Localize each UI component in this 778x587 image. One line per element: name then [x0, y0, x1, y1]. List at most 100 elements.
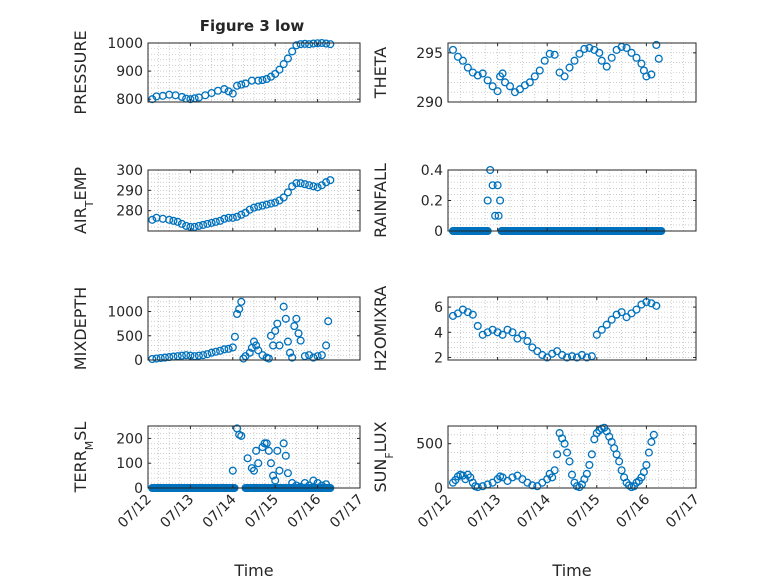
data-point: [505, 82, 515, 91]
data-point: [473, 71, 482, 80]
y-tick-label: 280: [116, 204, 143, 220]
data-point: [281, 451, 290, 460]
data-point: [483, 76, 492, 85]
data-point: [266, 199, 276, 208]
data-point: [300, 39, 309, 48]
data-point: [463, 63, 472, 72]
data-point: [317, 481, 326, 490]
y-tick-label: 0: [134, 353, 143, 369]
data-point: [612, 450, 621, 459]
data-point: [448, 45, 458, 54]
data-point: [228, 466, 237, 475]
data-point: [245, 348, 254, 357]
data-point: [173, 217, 182, 226]
data-point: [262, 439, 271, 448]
data-point: [271, 69, 280, 78]
data-point: [637, 59, 646, 68]
data-point: [582, 469, 591, 478]
y-tick-label: 295: [416, 46, 443, 62]
data-point: [228, 213, 237, 222]
data-point: [453, 309, 462, 318]
data-point: [473, 483, 482, 492]
data-point: [639, 468, 648, 477]
data-point: [508, 328, 517, 337]
data-point: [211, 347, 220, 356]
data-point: [296, 336, 305, 345]
data-point: [535, 66, 544, 75]
data-point: [597, 56, 606, 65]
data-point: [317, 351, 326, 360]
data-point: [550, 50, 559, 59]
data-point: [494, 211, 503, 220]
data-point: [199, 351, 208, 360]
data-point: [237, 210, 246, 219]
data-point: [249, 466, 259, 475]
data-point: [211, 217, 220, 226]
data-point: [602, 320, 611, 329]
y-tick-label: 0: [134, 481, 143, 497]
axes-box: [147, 425, 361, 489]
y-tick-label: 500: [416, 437, 443, 453]
data-point: [627, 309, 636, 318]
y-tick-label: 200: [116, 431, 143, 447]
grid: [447, 169, 697, 232]
data-point: [216, 346, 225, 355]
data-point: [235, 305, 244, 314]
data-point: [493, 181, 502, 190]
data-point: [528, 481, 537, 490]
data-point: [309, 476, 318, 485]
data-point: [216, 216, 225, 225]
data-point: [300, 180, 309, 189]
data-point: [478, 482, 487, 491]
data-point: [322, 39, 331, 48]
data-point: [254, 202, 263, 211]
data-point: [220, 85, 229, 94]
data-point: [262, 74, 271, 84]
data-point: [203, 219, 212, 228]
data-point: [194, 221, 203, 230]
data-point: [292, 41, 301, 50]
data-point: [622, 43, 631, 52]
data-point: [468, 310, 477, 319]
data-point: [305, 40, 314, 49]
series-points: [448, 40, 663, 97]
axes-box: [147, 296, 361, 361]
x-axis-label: Time: [233, 561, 273, 580]
data-point: [269, 471, 278, 480]
data-point: [617, 466, 626, 475]
data-point: [254, 459, 263, 468]
data-point: [249, 337, 259, 346]
data-point: [597, 325, 606, 334]
data-point: [199, 220, 208, 229]
data-point: [243, 454, 252, 463]
y-axis-label: SUNFLUX: [371, 421, 396, 492]
data-point: [322, 178, 331, 187]
y-tick-label: 0: [434, 224, 443, 240]
data-point: [249, 203, 259, 212]
data-point: [515, 85, 524, 94]
data-point: [169, 216, 178, 225]
data-point: [283, 337, 292, 346]
data-point: [271, 476, 280, 485]
data-point: [228, 343, 237, 352]
data-point: [461, 475, 470, 484]
series-points: [448, 423, 658, 492]
data-point: [258, 201, 267, 210]
data-point: [156, 354, 165, 363]
y-tick-label: 4: [434, 325, 443, 341]
data-point: [220, 345, 229, 354]
data-point: [607, 53, 616, 62]
y-axis-label: AIRTEMP: [71, 167, 96, 234]
data-point: [228, 89, 237, 98]
data-point: [627, 48, 636, 57]
series-points: [148, 297, 333, 364]
data-point: [262, 200, 271, 209]
data-point: [607, 315, 616, 324]
data-point: [647, 70, 656, 79]
data-point: [500, 78, 510, 87]
data-point: [177, 219, 186, 228]
data-point: [473, 321, 482, 331]
y-tick-label: 290: [116, 183, 143, 199]
data-point: [264, 354, 273, 363]
